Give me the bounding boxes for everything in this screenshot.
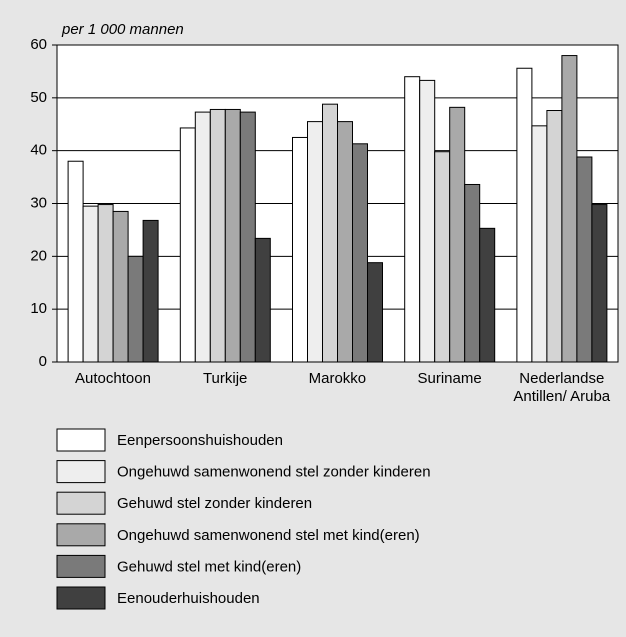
bar: [434, 151, 451, 363]
bar: [239, 111, 256, 363]
bar: [591, 204, 608, 363]
bar: [419, 79, 436, 363]
bar: [352, 143, 368, 363]
legend-swatch: [56, 586, 106, 610]
y-axis-label: per 1 000 mannen: [61, 21, 184, 38]
y-tick-label: 20: [30, 247, 47, 264]
legend-swatch: [56, 491, 106, 515]
x-tick-label: Turkije: [202, 370, 248, 387]
legend-swatch: [56, 460, 106, 484]
bar: [224, 108, 241, 363]
bar: [82, 205, 99, 363]
legend-label: Gehuwd stel met kind(eren): [117, 558, 301, 575]
legend-label: Eenouderhuishouden: [117, 590, 260, 607]
legend-label: Gehuwd stel zonder kinderen: [117, 495, 312, 512]
bar: [479, 227, 496, 363]
bar: [516, 67, 533, 363]
x-tick-label: Marokko: [308, 370, 367, 387]
legend-swatch: [56, 523, 106, 547]
legend-label: Eenpersoonshuishouden: [117, 432, 283, 449]
bar: [546, 110, 563, 363]
bar: [464, 183, 481, 363]
legend-swatch: [56, 428, 106, 452]
bar: [127, 255, 144, 363]
bar: [561, 55, 578, 363]
plot-frame: [56, 44, 619, 363]
bar: [194, 111, 211, 363]
legend-label: Ongehuwd samenwonend stel met kind(eren): [117, 527, 420, 544]
bar: [576, 156, 593, 363]
y-tick-label: 40: [30, 142, 47, 159]
x-tick-label: Autochtoon: [75, 370, 151, 387]
y-tick-label: 0: [39, 353, 47, 370]
bar: [142, 219, 159, 363]
bar: [112, 210, 129, 363]
bar: [97, 204, 114, 363]
bar: [307, 121, 323, 363]
y-tick-label: 10: [30, 300, 47, 317]
legend-label: Ongehuwd samenwonend stel zonder kindere…: [117, 464, 431, 481]
bar: [292, 136, 308, 363]
bar: [404, 76, 421, 363]
bar: [322, 103, 338, 363]
bar: [367, 262, 383, 363]
x-tick-label: Suriname: [417, 370, 482, 387]
bar: [67, 160, 84, 363]
y-tick-label: 30: [30, 194, 47, 211]
x-tick-label: Nederlandse Antillen/ Aruba: [513, 370, 611, 405]
bar: [449, 106, 466, 363]
bar: [531, 125, 548, 363]
legend-swatch: [56, 554, 106, 578]
bar: [254, 237, 271, 363]
y-tick-label: 60: [30, 36, 47, 53]
bar: [337, 121, 353, 363]
bar: [209, 108, 226, 363]
bar: [179, 127, 196, 363]
y-tick-label: 50: [30, 89, 47, 106]
